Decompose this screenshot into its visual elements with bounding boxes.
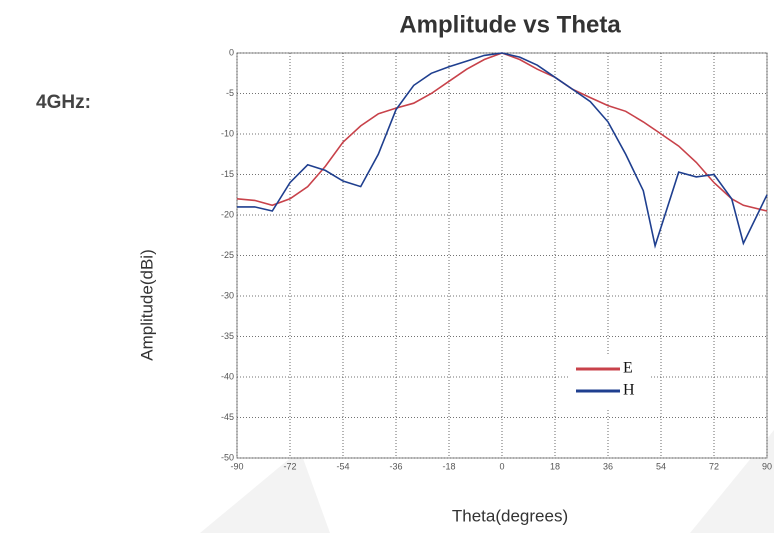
y-axis-label: Amplitude(dBi) [137, 249, 156, 361]
y-tick-label: 0 [229, 47, 234, 57]
x-tick-label: 36 [603, 461, 613, 471]
x-tick-label: 54 [656, 461, 666, 471]
y-tick-label: -5 [226, 88, 234, 98]
legend-box [570, 355, 650, 410]
chart-title: Amplitude vs Theta [399, 11, 621, 38]
y-tick-label: -45 [221, 412, 234, 422]
x-tick-label: 18 [550, 461, 560, 471]
y-tick-label: -15 [221, 169, 234, 179]
x-tick-label: -72 [283, 461, 296, 471]
x-tick-label: -36 [389, 461, 402, 471]
x-tick-label: -54 [336, 461, 349, 471]
legend-label: H [623, 382, 635, 399]
x-tick-label: 0 [499, 461, 504, 471]
decor [200, 450, 330, 533]
x-tick-label: 90 [762, 461, 772, 471]
y-tick-label: -40 [221, 371, 234, 381]
x-tick-label: -18 [442, 461, 455, 471]
y-tick-label: -30 [221, 290, 234, 300]
x-tick-label: -90 [230, 461, 243, 471]
y-tick-label: -20 [221, 209, 234, 219]
subtitle: 4GHz: [36, 92, 91, 113]
x-axis-label: Theta(degrees) [452, 506, 568, 525]
y-tick-label: -25 [221, 250, 234, 260]
x-tick-label: 72 [709, 461, 719, 471]
legend-label: E [623, 360, 633, 377]
y-tick-label: -10 [221, 128, 234, 138]
series-line [237, 52, 768, 249]
y-tick-label: -35 [221, 331, 234, 341]
y-tick-label: -50 [221, 452, 234, 462]
